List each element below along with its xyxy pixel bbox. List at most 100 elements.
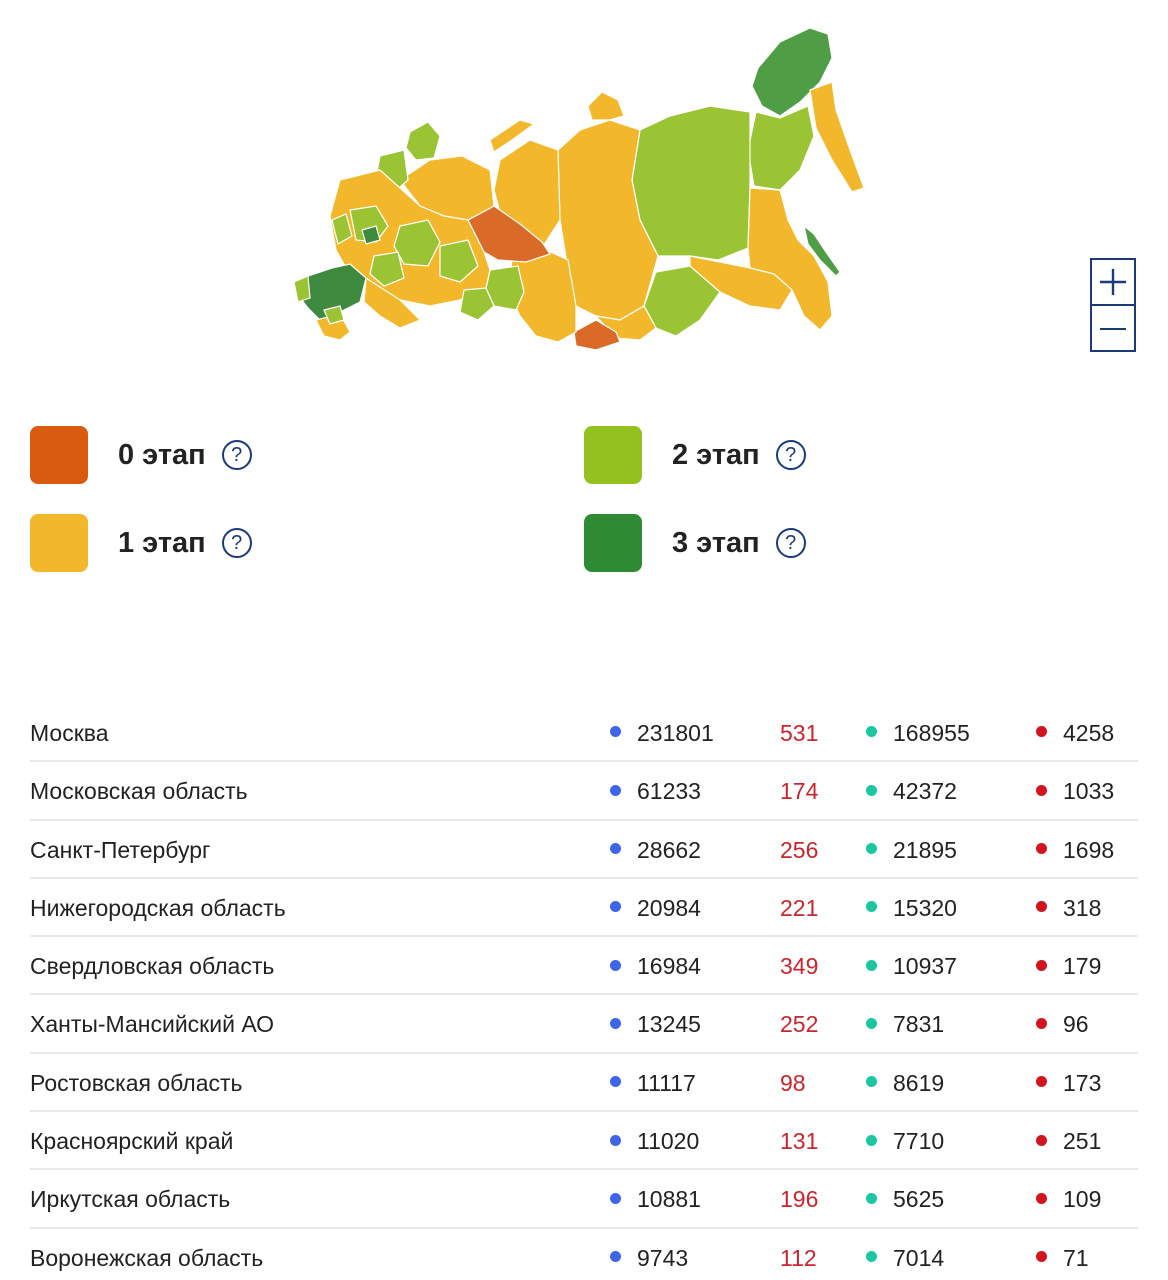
map-region[interactable] bbox=[489, 119, 536, 153]
map-region[interactable] bbox=[293, 275, 311, 303]
recovered-dot-icon bbox=[866, 1192, 877, 1204]
map-region[interactable] bbox=[331, 213, 353, 245]
recovered-cell: 7710 bbox=[866, 1112, 944, 1170]
region-name[interactable]: Красноярский край bbox=[30, 1128, 234, 1155]
question-circle-icon[interactable]: ? bbox=[775, 528, 806, 558]
recovered-dot-icon bbox=[866, 1251, 877, 1263]
region-name[interactable]: Нижегородская область bbox=[30, 894, 286, 921]
recovered-dot-icon bbox=[866, 1134, 877, 1146]
cases-cell: 61233 bbox=[610, 762, 701, 820]
map-region[interactable] bbox=[573, 319, 621, 351]
deaths-cell: 173 bbox=[1036, 1054, 1101, 1112]
legend-item-stage-0: 0 этап ? bbox=[30, 425, 252, 485]
cases-dot-icon bbox=[610, 959, 621, 971]
cases-value: 28662 bbox=[637, 836, 701, 863]
question-circle-icon[interactable]: ? bbox=[221, 528, 252, 558]
recovered-value: 5625 bbox=[893, 1186, 945, 1213]
legend-item-stage-3: 3 этап ? bbox=[584, 513, 806, 573]
region-name[interactable]: Ханты-Мансийский АО bbox=[30, 1011, 275, 1038]
cases-dot-icon bbox=[610, 784, 621, 796]
cases-value: 10881 bbox=[637, 1186, 701, 1213]
region-name[interactable]: Воронежская область bbox=[30, 1244, 264, 1271]
deaths-dot-icon bbox=[1036, 1192, 1047, 1204]
region-name[interactable]: Свердловская область bbox=[30, 953, 275, 980]
map-svg[interactable] bbox=[280, 20, 880, 360]
map-region[interactable] bbox=[369, 251, 405, 287]
cases-dot-icon bbox=[610, 1017, 621, 1029]
deaths-value: 109 bbox=[1063, 1186, 1102, 1213]
recovered-dot-icon bbox=[866, 726, 877, 738]
recovered-cell: 5625 bbox=[866, 1170, 944, 1228]
new-cases-value: 256 bbox=[780, 836, 819, 863]
recovered-cell: 42372 bbox=[866, 762, 957, 820]
map-region[interactable] bbox=[393, 219, 441, 267]
table-row[interactable]: Нижегородская область 20984 221 15320 31… bbox=[30, 879, 1138, 938]
table-row[interactable]: Красноярский край 11020 131 7710 251 bbox=[30, 1112, 1138, 1171]
cases-dot-icon bbox=[610, 901, 621, 913]
table-row[interactable]: Москва 231801 531 168955 4258 bbox=[30, 704, 1138, 763]
new-cases-value: 174 bbox=[780, 778, 819, 805]
region-name[interactable]: Московская область bbox=[30, 778, 248, 805]
map-region[interactable] bbox=[631, 105, 751, 261]
cases-cell: 11020 bbox=[610, 1112, 699, 1170]
map-region[interactable] bbox=[361, 225, 381, 245]
cases-cell: 16984 bbox=[610, 937, 701, 995]
recovered-value: 8619 bbox=[893, 1069, 945, 1096]
map-region[interactable] bbox=[747, 105, 815, 191]
legend-label: 1 этап bbox=[118, 526, 206, 559]
region-name[interactable]: Ростовская область bbox=[30, 1069, 243, 1096]
deaths-value: 4258 bbox=[1063, 720, 1115, 746]
russia-regions-map[interactable] bbox=[280, 20, 880, 360]
region-name[interactable]: Москва bbox=[30, 720, 109, 746]
map-region[interactable] bbox=[363, 276, 422, 329]
region-name[interactable]: Санкт-Петербург bbox=[30, 836, 211, 863]
cases-cell: 9743 bbox=[610, 1229, 688, 1280]
table-row[interactable]: Свердловская область 16984 349 10937 179 bbox=[30, 937, 1138, 996]
cases-dot-icon bbox=[610, 1251, 621, 1263]
map-region[interactable] bbox=[587, 91, 625, 121]
new-cases-value: 221 bbox=[780, 894, 819, 921]
new-cases-value: 131 bbox=[780, 1128, 819, 1155]
recovered-value: 7831 bbox=[893, 1011, 945, 1038]
cases-value: 231801 bbox=[637, 720, 714, 746]
zoom-in-button[interactable] bbox=[1092, 260, 1134, 306]
stage-legend: 0 этап ? 1 этап ? 2 этап ? 3 этап ? bbox=[30, 425, 1130, 585]
deaths-value: 318 bbox=[1063, 894, 1102, 921]
map-region[interactable] bbox=[467, 205, 551, 263]
map-region[interactable] bbox=[803, 224, 841, 277]
map-region[interactable] bbox=[809, 81, 865, 193]
cases-dot-icon bbox=[610, 843, 621, 855]
table-row[interactable]: Иркутская область 10881 196 5625 109 bbox=[30, 1170, 1138, 1229]
map-region[interactable] bbox=[751, 27, 833, 117]
recovered-value: 168955 bbox=[893, 720, 970, 746]
recovered-cell: 7014 bbox=[866, 1229, 944, 1280]
table-row[interactable]: Ханты-Мансийский АО 13245 252 7831 96 bbox=[30, 995, 1138, 1054]
regions-table: Москва 231801 531 168955 4258 Московская… bbox=[30, 704, 1138, 1280]
map-region[interactable] bbox=[459, 287, 495, 321]
deaths-value: 71 bbox=[1063, 1244, 1089, 1271]
map-region[interactable] bbox=[323, 305, 345, 325]
stage-0-swatch bbox=[30, 426, 88, 484]
map-region[interactable] bbox=[439, 239, 479, 283]
table-row[interactable]: Ростовская область 11117 98 8619 173 bbox=[30, 1054, 1138, 1113]
table-row[interactable]: Санкт-Петербург 28662 256 21895 1698 bbox=[30, 821, 1138, 879]
deaths-cell: 1033 bbox=[1036, 762, 1114, 820]
map-region[interactable] bbox=[405, 121, 441, 161]
deaths-cell: 318 bbox=[1036, 879, 1101, 937]
cases-dot-icon bbox=[610, 1076, 621, 1088]
cases-cell: 13245 bbox=[610, 995, 701, 1053]
question-circle-icon[interactable]: ? bbox=[775, 440, 806, 470]
table-row[interactable]: Московская область 61233 174 42372 1033 bbox=[30, 762, 1138, 821]
cases-cell: 231801 bbox=[610, 704, 714, 762]
new-cases-value: 531 bbox=[780, 720, 819, 746]
recovered-dot-icon bbox=[866, 1076, 877, 1088]
recovered-cell: 7831 bbox=[866, 995, 944, 1053]
question-circle-icon[interactable]: ? bbox=[221, 440, 252, 470]
zoom-out-button[interactable] bbox=[1092, 306, 1134, 352]
recovered-dot-icon bbox=[866, 784, 877, 796]
deaths-dot-icon bbox=[1036, 843, 1047, 855]
deaths-value: 179 bbox=[1063, 953, 1102, 980]
table-row[interactable]: Воронежская область 9743 112 7014 71 bbox=[30, 1229, 1138, 1280]
recovered-dot-icon bbox=[866, 901, 877, 913]
region-name[interactable]: Иркутская область bbox=[30, 1186, 231, 1213]
